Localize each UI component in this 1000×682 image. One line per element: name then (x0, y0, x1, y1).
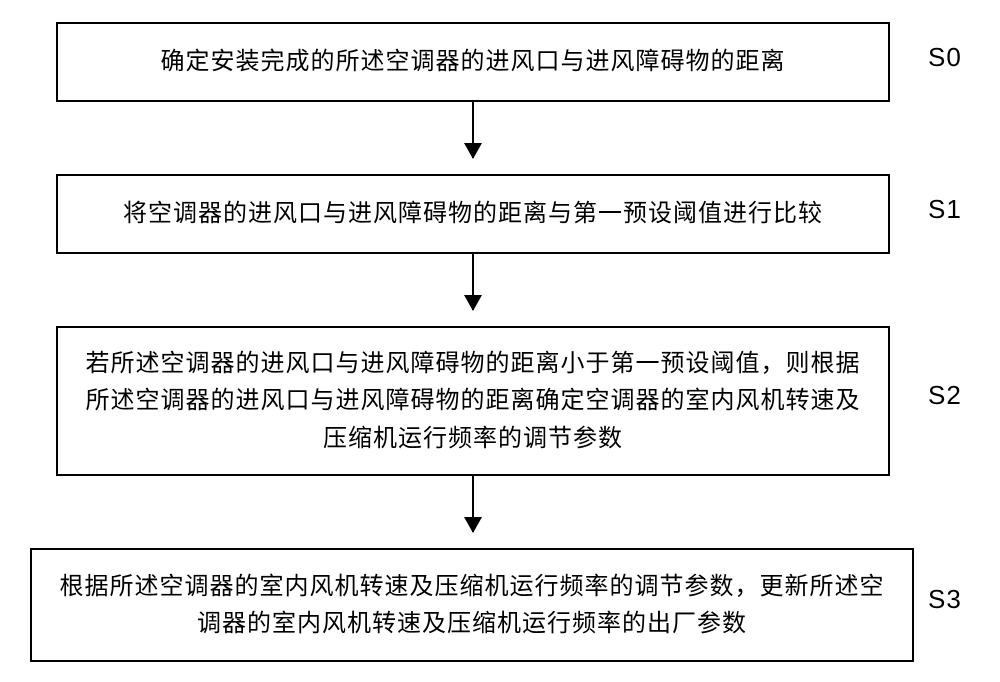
step-label-s0: S0 (928, 42, 962, 73)
arrow-s2-s3 (472, 476, 474, 532)
step-box-s0: 确定安装完成的所述空调器的进风口与进风障碍物的距离 (56, 22, 890, 102)
step-box-s1: 将空调器的进风口与进风障碍物的距离与第一预设阈值进行比较 (56, 174, 890, 254)
step-text-s3: 根据所述空调器的室内风机转速及压缩机运行频率的调节参数，更新所述空调器的室内风机… (52, 568, 892, 642)
step-box-s2: 若所述空调器的进风口与进风障碍物的距离小于第一预设阈值，则根据所述空调器的进风口… (56, 326, 890, 476)
step-text-s2: 若所述空调器的进风口与进风障碍物的距离小于第一预设阈值，则根据所述空调器的进风口… (78, 345, 868, 457)
step-text-s0: 确定安装完成的所述空调器的进风口与进风障碍物的距离 (161, 43, 786, 80)
step-label-s1: S1 (928, 194, 962, 225)
arrow-s0-s1 (472, 102, 474, 158)
step-text-s1: 将空调器的进风口与进风障碍物的距离与第一预设阈值进行比较 (123, 195, 823, 232)
arrow-s1-s2 (472, 254, 474, 310)
flowchart-canvas: 确定安装完成的所述空调器的进风口与进风障碍物的距离 S0 将空调器的进风口与进风… (0, 0, 1000, 682)
step-box-s3: 根据所述空调器的室内风机转速及压缩机运行频率的调节参数，更新所述空调器的室内风机… (30, 548, 914, 662)
step-label-s3: S3 (928, 584, 962, 615)
step-label-s2: S2 (928, 380, 962, 411)
